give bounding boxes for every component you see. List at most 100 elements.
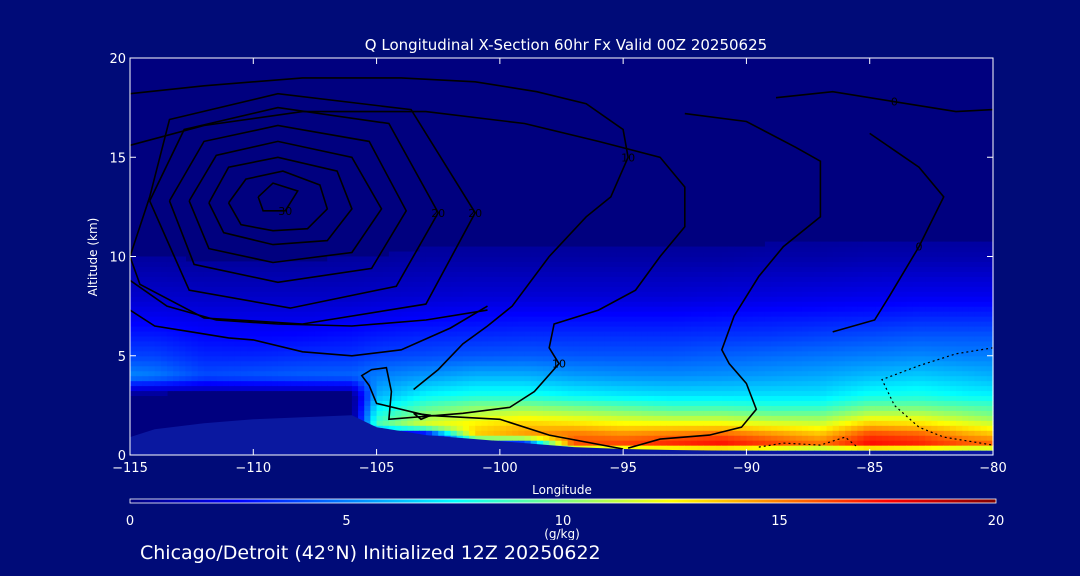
heatmap-cell <box>703 281 711 287</box>
heatmap-cell <box>284 375 291 382</box>
heatmap-cell <box>499 375 507 382</box>
heatmap-cell <box>345 321 353 327</box>
heatmap-cell <box>518 395 526 402</box>
heatmap-cell <box>130 390 137 397</box>
heatmap-cell <box>684 390 692 397</box>
heatmap-cell <box>358 321 365 327</box>
heatmap-cell <box>912 365 920 372</box>
heatmap-cell <box>296 335 304 342</box>
heatmap-cell <box>456 400 464 406</box>
heatmap-cell <box>795 380 803 387</box>
heatmap-cell <box>142 355 150 362</box>
heatmap-cell <box>820 281 828 287</box>
heatmap-cell <box>481 256 489 263</box>
heatmap-cell <box>912 256 920 263</box>
heatmap-cell <box>438 266 445 272</box>
heatmap-cell <box>579 311 587 317</box>
heatmap-cell <box>623 375 630 382</box>
heatmap-cell <box>185 340 193 347</box>
heatmap-cell <box>832 365 840 372</box>
heatmap-cell <box>851 350 858 357</box>
heatmap-cell <box>678 321 686 327</box>
heatmap-cell <box>376 276 384 282</box>
heatmap-cell <box>666 390 674 397</box>
heatmap-cell <box>801 246 809 253</box>
heatmap-cell <box>142 360 150 367</box>
heatmap-cell <box>284 380 291 387</box>
heatmap-cell <box>290 306 298 312</box>
heatmap-cell <box>142 340 150 347</box>
heatmap-cell <box>690 266 698 272</box>
heatmap-cell <box>764 311 772 317</box>
heatmap-cell <box>388 325 396 332</box>
heatmap-cell <box>499 291 507 297</box>
heatmap-cell <box>894 365 902 372</box>
heatmap-cell <box>826 425 834 431</box>
heatmap-cell <box>888 296 895 302</box>
heatmap-cell <box>333 301 341 307</box>
heatmap-cell <box>345 325 353 332</box>
heatmap-cell <box>543 271 550 277</box>
heatmap-cell <box>438 410 445 416</box>
heatmap-cell <box>222 355 230 362</box>
heatmap-cell <box>376 410 384 416</box>
heatmap-cell <box>875 241 883 248</box>
heatmap-cell <box>703 385 711 392</box>
heatmap-cell <box>697 415 704 421</box>
heatmap-cell <box>925 345 932 352</box>
heatmap-cell <box>579 330 587 337</box>
heatmap-cell <box>690 321 698 327</box>
heatmap-cell <box>376 380 384 387</box>
heatmap-cell <box>604 385 612 392</box>
heatmap-cell <box>814 440 821 446</box>
heatmap-cell <box>487 301 495 307</box>
heatmap-cell <box>561 261 569 268</box>
heatmap-cell <box>302 350 310 357</box>
heatmap-cell <box>438 405 445 411</box>
heatmap-cell <box>875 440 883 446</box>
heatmap-cell <box>197 385 205 392</box>
heatmap-cell <box>838 375 846 382</box>
heatmap-cell <box>875 296 883 302</box>
heatmap-cell <box>265 370 273 377</box>
heatmap-cell <box>327 330 335 337</box>
heatmap-cell <box>592 365 600 372</box>
heatmap-cell <box>690 316 698 322</box>
heatmap-cell <box>228 380 236 387</box>
heatmap-cell <box>943 266 951 272</box>
heatmap-cell <box>641 325 649 332</box>
heatmap-cell <box>358 415 365 421</box>
heatmap-cell <box>894 316 902 322</box>
heatmap-cell <box>795 440 803 446</box>
heatmap-cell <box>487 335 495 342</box>
heatmap-cell <box>931 261 939 268</box>
heatmap-cell <box>290 261 298 268</box>
heatmap-cell <box>240 291 248 297</box>
heatmap-cell <box>925 375 932 382</box>
heatmap-cell <box>931 355 939 362</box>
heatmap-cell <box>419 350 427 357</box>
heatmap-cell <box>481 286 489 292</box>
heatmap-cell <box>666 350 674 357</box>
heatmap-cell <box>579 246 587 253</box>
heatmap-cell <box>727 246 735 253</box>
heatmap-cell <box>752 395 760 402</box>
heatmap-cell <box>943 405 951 411</box>
heatmap-cell <box>882 395 889 402</box>
heatmap-cell <box>265 365 273 372</box>
heatmap-cell <box>382 400 390 406</box>
heatmap-cell <box>419 271 427 277</box>
heatmap-cell <box>579 375 587 382</box>
heatmap-cell <box>789 340 797 347</box>
heatmap-cell <box>616 261 624 268</box>
heatmap-cell <box>684 306 692 312</box>
heatmap-cell <box>469 395 476 402</box>
heatmap-cell <box>666 281 674 287</box>
heatmap-cell <box>432 256 439 263</box>
heatmap-cell <box>851 440 858 446</box>
heatmap-cell <box>351 375 359 382</box>
heatmap-cell <box>919 330 926 337</box>
heatmap-cell <box>370 390 378 397</box>
heatmap-cell <box>142 256 150 263</box>
heatmap-cell <box>764 350 772 357</box>
